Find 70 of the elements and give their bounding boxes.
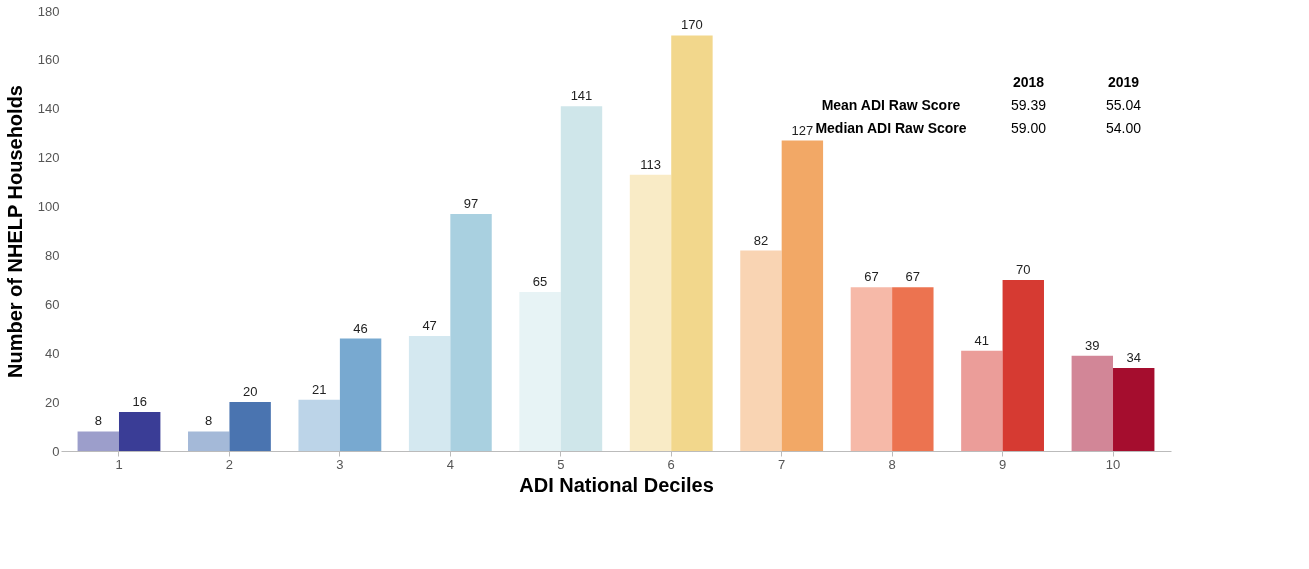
bar [850,287,893,451]
data-label: 97 [463,195,479,211]
bar [1113,367,1155,451]
data-label: 170 [681,17,703,33]
y-tick-label: 80 [45,247,60,263]
y-tick-label: 180 [37,3,60,19]
bar [408,336,451,451]
x-tick-label: 1 [115,456,123,472]
x-tick-label: 3 [336,456,344,472]
data-label: 67 [905,269,921,285]
bar [519,292,561,451]
data-label: 141 [570,88,593,104]
x-tick-label: 8 [888,456,896,472]
data-label: 16 [132,393,147,409]
bar [740,250,782,451]
y-tick-label: 160 [37,52,60,68]
data-label: 47 [422,318,437,334]
data-label: 82 [753,232,769,248]
bar [188,431,230,451]
bar [892,287,934,451]
y-axis-title: Number of NHELP Households [3,85,26,378]
bar [781,140,824,451]
y-tick-label: 140 [37,101,60,117]
x-tick-label: 10 [1105,456,1121,472]
x-tick-label: 9 [998,456,1007,472]
y-tick-label: 120 [37,150,60,166]
data-label: 20 [242,384,258,400]
y-tick-label: 0 [52,443,60,459]
data-label: 67 [864,269,879,285]
data-label: 39 [1085,337,1100,353]
data-label: 127 [791,122,814,138]
annotation: Mean ADI Raw Score [821,96,961,113]
x-tick-label: 5 [557,456,565,472]
data-label: 65 [532,274,548,290]
x-axis-title: ADI National Deciles [519,473,714,496]
bar [629,174,672,451]
y-tick-label: 20 [45,394,60,410]
y-tick-label: 40 [45,345,60,361]
bar [671,35,713,451]
bar [961,350,1003,451]
bar [298,399,340,451]
data-label: 21 [311,381,327,397]
bar [229,402,271,451]
data-label: 34 [1126,349,1141,365]
y-tick-label: 60 [45,296,60,312]
x-tick-label: 6 [667,456,675,472]
y-tick-label: 100 [37,199,60,215]
annotation: Median ADI Raw Score [815,119,967,136]
bar [118,411,161,451]
annotation: 59.00 [1010,119,1047,136]
bar [339,338,382,451]
bar [1002,279,1044,451]
bar [450,213,492,451]
annotation: 2019 [1107,73,1140,90]
annotation: 59.39 [1010,96,1047,113]
bar [1071,355,1114,451]
data-label: 70 [1016,261,1031,277]
annotation: 54.00 [1105,119,1142,136]
data-label: 41 [974,332,990,348]
data-label: 46 [353,320,368,336]
data-label: 113 [640,156,661,172]
x-tick-label: 7 [778,456,786,472]
annotation: 55.04 [1105,96,1142,113]
data-label: 8 [205,413,213,429]
x-tick-label: 2 [225,456,234,472]
annotation: 2018 [1012,73,1045,90]
bar [77,431,119,451]
bar [560,106,603,451]
x-tick-label: 4 [446,456,454,472]
data-label: 8 [94,413,102,429]
